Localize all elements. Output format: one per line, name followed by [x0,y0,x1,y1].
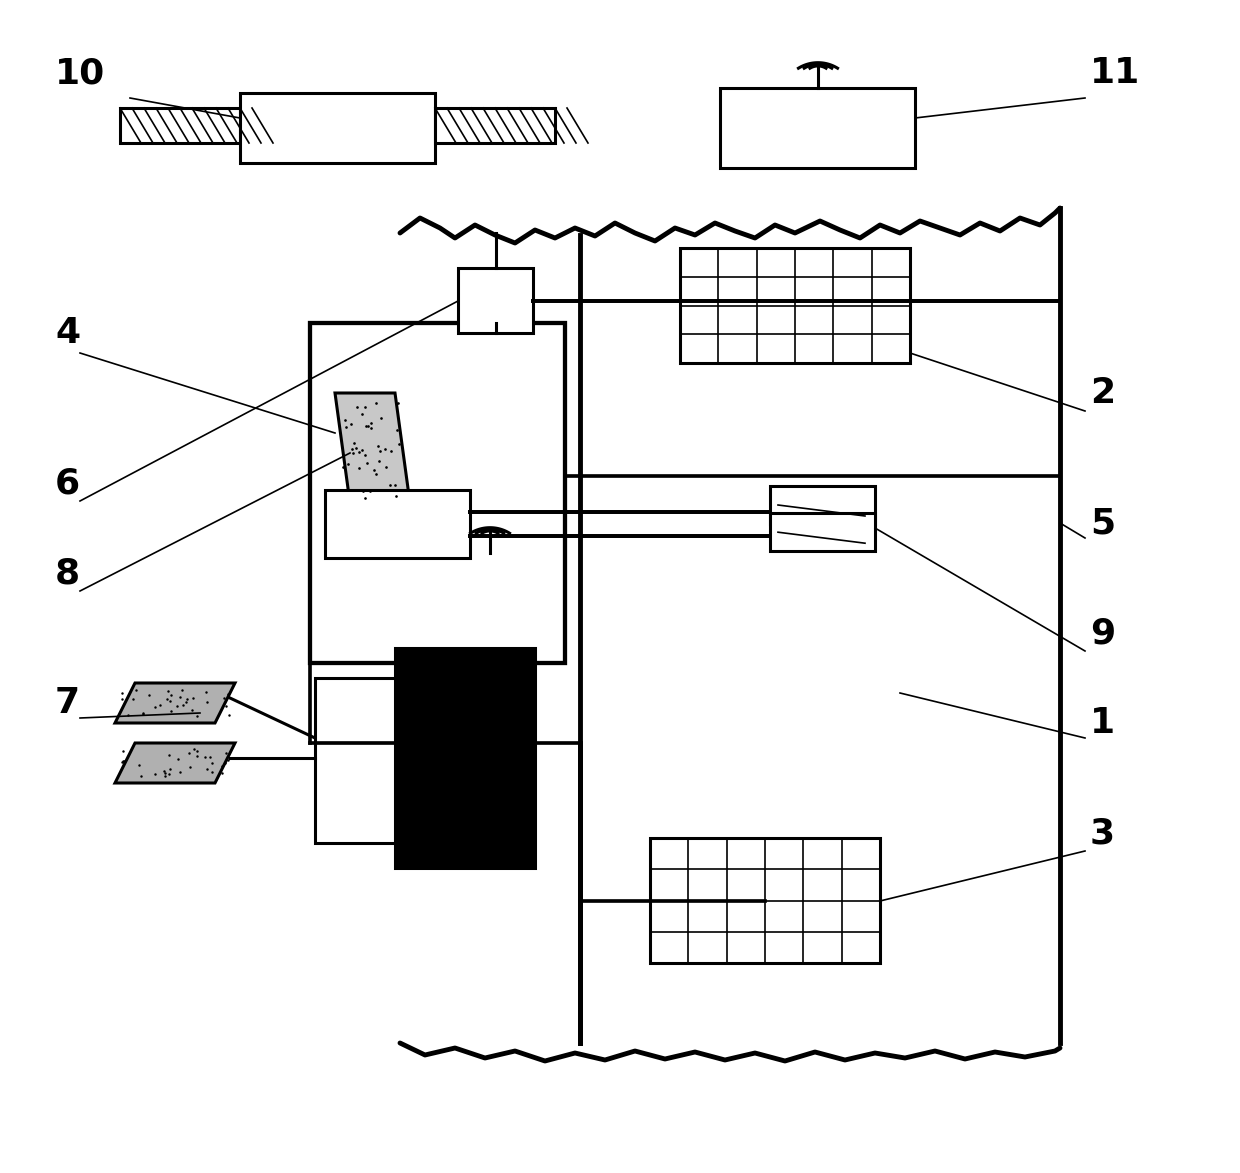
Text: 8: 8 [55,556,81,590]
Polygon shape [115,683,236,723]
Polygon shape [115,743,236,784]
Bar [325,490,470,558]
Text: 4: 4 [55,316,81,350]
Text: 7: 7 [55,686,81,720]
Text: 10: 10 [55,56,105,90]
Bar [770,514,875,551]
Text: 9: 9 [1090,616,1115,650]
Text: 2: 2 [1090,377,1115,411]
Bar [650,838,880,963]
Text: 1: 1 [1090,706,1115,740]
Bar [120,108,241,143]
Bar [435,108,556,143]
Text: 11: 11 [1090,56,1141,90]
Bar [310,323,565,663]
Bar [396,647,534,868]
Text: 3: 3 [1090,816,1115,850]
Bar [720,88,915,168]
Polygon shape [335,393,410,503]
Bar [315,678,396,843]
Text: 5: 5 [1090,506,1115,540]
Text: 6: 6 [55,466,81,500]
Bar [680,248,910,362]
Bar [458,267,533,333]
Bar [770,486,875,524]
Bar [241,93,435,163]
